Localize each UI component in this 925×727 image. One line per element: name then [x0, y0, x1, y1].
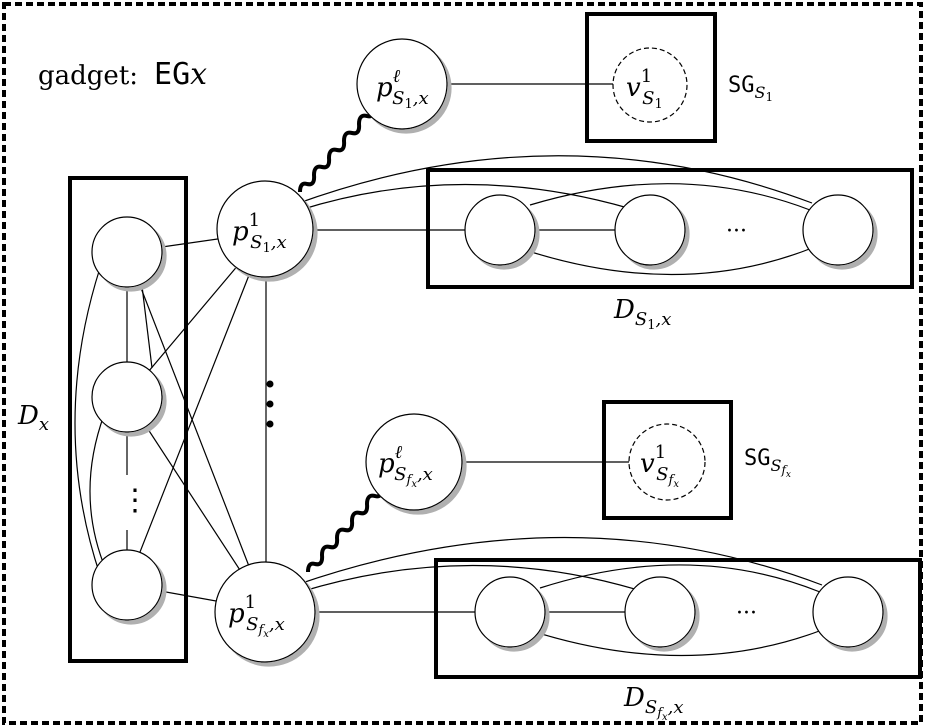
edge-sf-d1-d3-arc-top — [539, 564, 821, 593]
d-s1-box — [426, 168, 914, 289]
ellipsis-dx: ⋮ — [120, 483, 150, 518]
node-v-1-s1 — [612, 47, 688, 123]
ds1-node-2 — [614, 194, 686, 266]
wavy-edge-s1 — [298, 107, 376, 193]
dx-node-1 — [91, 216, 163, 288]
dsf-node-2 — [624, 576, 696, 648]
label-v-1-s1: v1 S1 — [626, 66, 663, 112]
edge-p1s1-d2-arc — [299, 183, 629, 211]
ds1-node-3 — [802, 194, 874, 266]
dsf-node-3 — [812, 576, 884, 648]
wavy-edge-sf — [306, 487, 384, 573]
ellipsis-dsf: ··· — [736, 601, 757, 626]
sg-s1-box — [585, 12, 717, 143]
ds1-node-1 — [464, 194, 536, 266]
d-sf-box — [434, 558, 922, 679]
edge-dx-1-4-arc — [74, 267, 101, 576]
ellipsis-middle — [266, 380, 274, 428]
gadget-title-label: gadget: — [38, 61, 138, 91]
label-d-s1: DS1,x — [613, 295, 671, 333]
node-p-1-s1 — [216, 180, 314, 278]
node-p-l-s1 — [356, 38, 448, 130]
node-p-1-sf — [214, 561, 316, 663]
dx-node-4 — [91, 549, 163, 621]
gadget-title-name: EG — [154, 57, 190, 92]
label-sg-s1: SGS1 — [728, 73, 773, 104]
label-p-1-sf: p1 Sfx,x — [228, 592, 285, 640]
ellipsis-ds1: ··· — [726, 219, 747, 244]
label-d-x: Dx — [17, 401, 49, 435]
label-p-1-s1: p1 S1,x — [232, 210, 287, 256]
dsf-node-1 — [474, 576, 546, 648]
node-v-1-sf — [628, 423, 706, 501]
edge-sf-d1-d3-arc-bottom — [534, 629, 823, 657]
sg-sf-box — [602, 400, 733, 520]
edge-dx1-p1sf — [126, 251, 267, 611]
label-p-l-s1: pℓ S1,x — [376, 66, 429, 112]
edge-p1s1-d3-arc — [295, 155, 813, 205]
edge-d1-d3-arc-top — [529, 183, 811, 211]
label-sg-sf: SGSfx — [744, 446, 791, 480]
edge-dx-1-3 — [141, 285, 153, 369]
gadget-title: gadget: EGx — [38, 57, 207, 92]
gadget-title-sub: x — [190, 57, 207, 92]
node-p-l-sf — [365, 413, 463, 511]
dx-node-2 — [91, 361, 163, 433]
d-x-box — [68, 176, 188, 663]
edge-dx4-p1s1 — [126, 231, 267, 586]
edge-d1-d3-arc-bottom — [524, 247, 813, 276]
label-p-l-sf: pℓ Sfx,x — [378, 442, 433, 490]
label-v-1-sf: v1 Sfx — [640, 442, 679, 490]
edge-dx-2-4-arc — [89, 414, 107, 571]
edge-p1sf-d2-arc — [299, 564, 639, 593]
label-d-sf: DSfx,x — [623, 683, 684, 723]
edge-p1sf-d3-arc — [295, 536, 823, 586]
